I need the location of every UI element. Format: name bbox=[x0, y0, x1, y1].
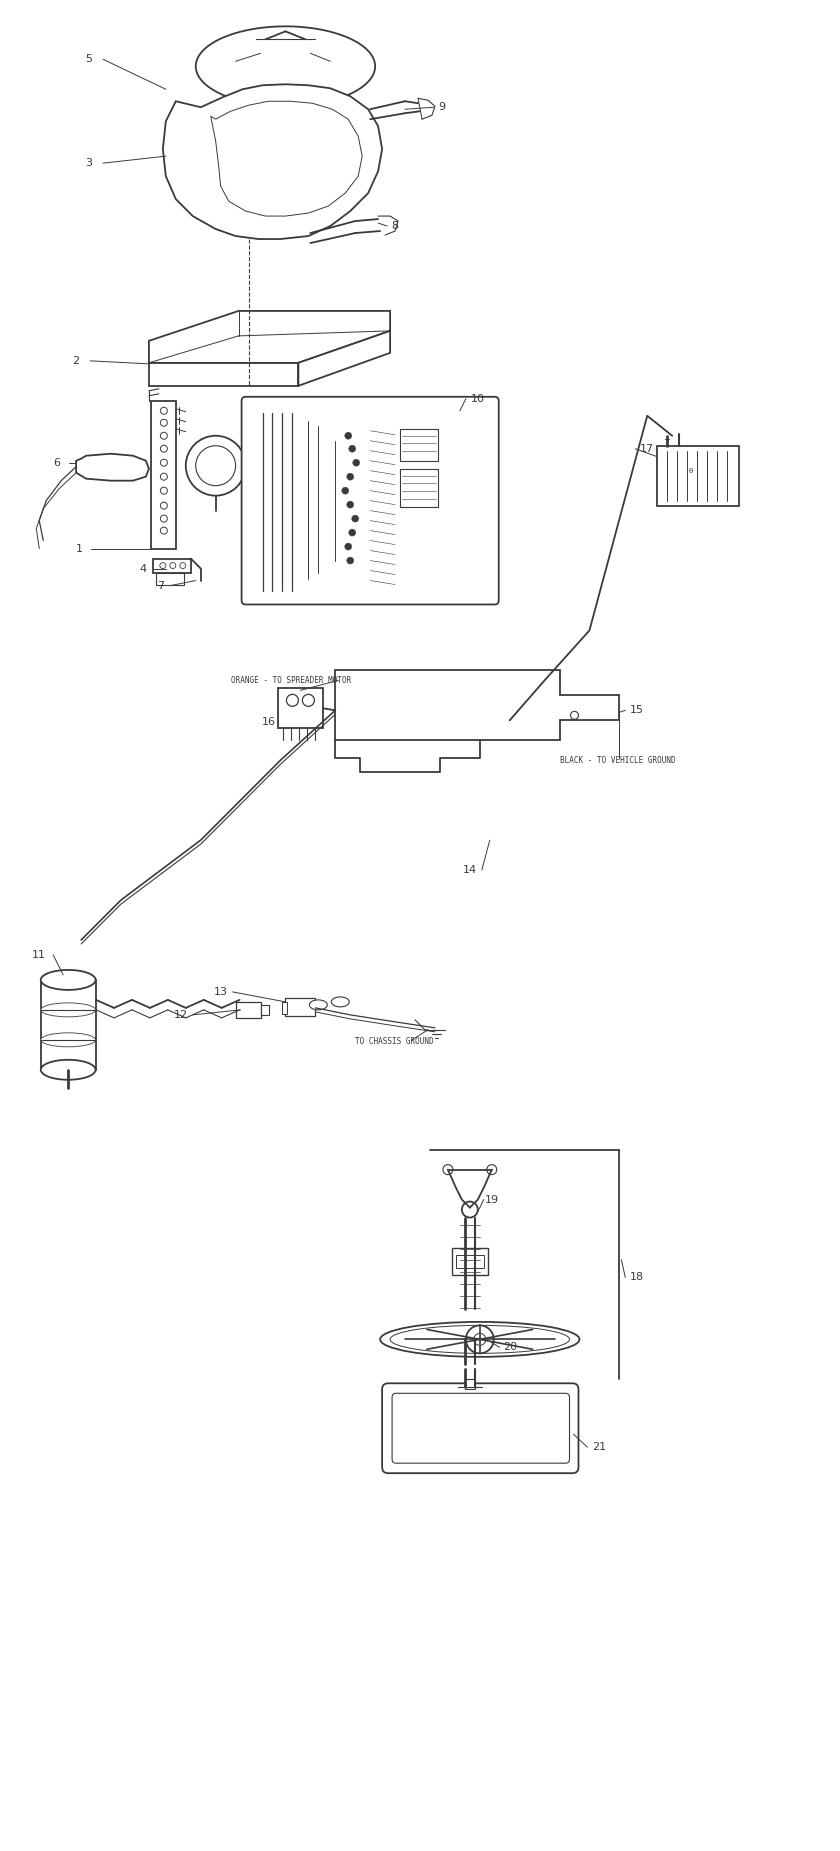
Polygon shape bbox=[163, 85, 382, 239]
Circle shape bbox=[160, 563, 165, 568]
Text: 18: 18 bbox=[630, 1272, 644, 1283]
Circle shape bbox=[160, 407, 167, 415]
Text: 2: 2 bbox=[72, 355, 80, 366]
Text: θ: θ bbox=[689, 468, 693, 474]
Text: 11: 11 bbox=[32, 950, 46, 961]
Ellipse shape bbox=[381, 1322, 580, 1357]
Bar bbox=[400, 429, 438, 461]
Bar bbox=[151, 402, 176, 548]
Circle shape bbox=[349, 446, 355, 452]
Ellipse shape bbox=[41, 970, 96, 990]
Text: 13: 13 bbox=[213, 987, 228, 998]
Polygon shape bbox=[196, 26, 375, 106]
Text: ORANGE - TO SPREADER MOTOR: ORANGE - TO SPREADER MOTOR bbox=[231, 676, 351, 685]
Circle shape bbox=[353, 459, 360, 466]
Bar bbox=[153, 559, 191, 572]
Circle shape bbox=[160, 433, 167, 439]
Circle shape bbox=[349, 529, 355, 537]
Bar bbox=[452, 1248, 488, 1275]
Text: BLACK - TO VEHICLE GROUND: BLACK - TO VEHICLE GROUND bbox=[559, 755, 675, 764]
Ellipse shape bbox=[309, 1000, 328, 1011]
FancyBboxPatch shape bbox=[382, 1383, 579, 1473]
Polygon shape bbox=[76, 453, 149, 481]
Text: 17: 17 bbox=[640, 444, 654, 453]
FancyBboxPatch shape bbox=[392, 1394, 570, 1462]
Circle shape bbox=[344, 433, 352, 439]
Text: +: + bbox=[664, 435, 670, 444]
Ellipse shape bbox=[390, 1325, 570, 1353]
Bar bbox=[235, 1001, 260, 1018]
Bar bbox=[279, 689, 323, 727]
Bar bbox=[282, 1001, 287, 1014]
FancyBboxPatch shape bbox=[242, 396, 499, 605]
Ellipse shape bbox=[331, 998, 349, 1007]
Circle shape bbox=[160, 420, 167, 426]
Text: 19: 19 bbox=[485, 1194, 499, 1205]
Circle shape bbox=[160, 446, 167, 452]
Text: 9: 9 bbox=[438, 102, 445, 113]
Polygon shape bbox=[298, 331, 390, 385]
Circle shape bbox=[352, 515, 359, 522]
Text: 1: 1 bbox=[76, 544, 82, 553]
Polygon shape bbox=[149, 311, 390, 363]
Circle shape bbox=[170, 563, 176, 568]
Ellipse shape bbox=[41, 1033, 96, 1048]
Circle shape bbox=[462, 1201, 478, 1218]
Text: 20: 20 bbox=[502, 1342, 517, 1353]
Text: 3: 3 bbox=[86, 157, 92, 168]
Circle shape bbox=[347, 557, 354, 565]
Circle shape bbox=[342, 487, 349, 494]
Bar bbox=[156, 572, 184, 585]
Bar bbox=[657, 446, 739, 505]
Bar bbox=[41, 979, 96, 1070]
Ellipse shape bbox=[41, 1003, 96, 1016]
Circle shape bbox=[443, 1164, 453, 1175]
Circle shape bbox=[160, 487, 167, 494]
Circle shape bbox=[344, 542, 352, 550]
Circle shape bbox=[160, 502, 167, 509]
Text: 4: 4 bbox=[139, 563, 146, 574]
Circle shape bbox=[466, 1325, 494, 1353]
Circle shape bbox=[160, 528, 167, 535]
Circle shape bbox=[160, 474, 167, 479]
Bar bbox=[400, 468, 438, 507]
Circle shape bbox=[302, 694, 314, 707]
Text: 16: 16 bbox=[261, 718, 276, 727]
Polygon shape bbox=[149, 363, 298, 385]
Circle shape bbox=[570, 711, 579, 720]
Circle shape bbox=[160, 459, 167, 466]
Bar bbox=[456, 1255, 484, 1268]
Bar bbox=[465, 1379, 475, 1390]
Text: 6: 6 bbox=[54, 457, 60, 468]
Circle shape bbox=[486, 1164, 496, 1175]
Text: 12: 12 bbox=[174, 1011, 188, 1020]
Text: 5: 5 bbox=[86, 54, 92, 65]
Circle shape bbox=[180, 563, 186, 568]
Bar bbox=[286, 998, 315, 1016]
Circle shape bbox=[347, 502, 354, 509]
Circle shape bbox=[160, 515, 167, 522]
Text: 8: 8 bbox=[391, 220, 399, 231]
Circle shape bbox=[186, 435, 245, 496]
Text: 7: 7 bbox=[157, 581, 165, 590]
Text: 15: 15 bbox=[630, 705, 644, 714]
Bar bbox=[260, 1005, 269, 1014]
Polygon shape bbox=[335, 670, 619, 740]
Circle shape bbox=[196, 446, 235, 485]
Text: TO CHASSIS GROUND: TO CHASSIS GROUND bbox=[355, 1037, 433, 1046]
Circle shape bbox=[347, 474, 354, 479]
Text: 21: 21 bbox=[592, 1442, 606, 1453]
Circle shape bbox=[286, 694, 298, 707]
Circle shape bbox=[474, 1333, 486, 1346]
Text: 14: 14 bbox=[463, 864, 477, 876]
Ellipse shape bbox=[41, 1061, 96, 1079]
Text: 10: 10 bbox=[470, 394, 485, 404]
Polygon shape bbox=[211, 102, 362, 217]
